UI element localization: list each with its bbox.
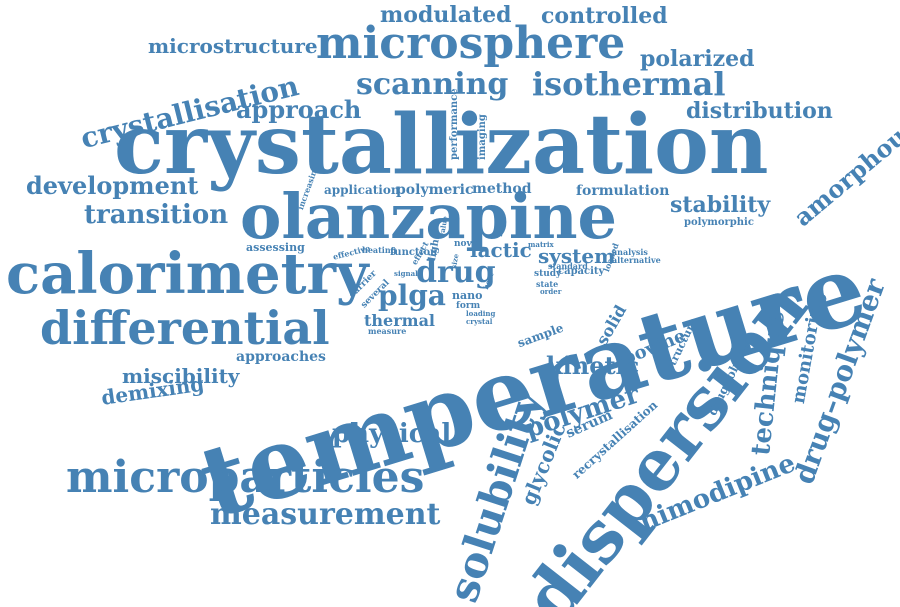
word-nano: nano [452,289,483,302]
word-polymorphic: polymorphic [684,217,754,228]
word-heating: heating [362,245,397,255]
word-controlled: controlled [541,3,668,29]
word-polymeric: polymeric [396,182,474,198]
word-olanzapine: olanzapine [240,180,617,253]
word-microsphere: microsphere [316,18,626,69]
word-loading: loading [466,309,496,318]
word-imaging: imaging [477,114,488,160]
word-calorimetry: calorimetry [6,241,369,307]
word-order: order [540,287,562,296]
word-capacity: capacity [558,266,605,277]
word-crystal: crystal [466,317,493,326]
word-amorphous: amorphous [788,112,900,232]
word-size: size [449,253,461,270]
word-microparticles: microparticles [66,452,425,503]
word-analysis: analysis [612,247,648,257]
word-study: study [534,269,562,279]
word-approach: approach [236,95,362,124]
word-function: function [390,247,438,258]
word-state: state [536,279,559,289]
word-system: system [538,244,616,268]
word-scanning: scanning [356,67,509,102]
word-physical: physical [332,419,452,449]
word-modulated: modulated [380,2,512,28]
word-isothermal: isothermal [532,65,726,103]
word-transition: transition [84,200,229,230]
word-novel: novel [454,239,481,249]
word-application: application [324,183,400,197]
word-plga: plga [378,279,446,312]
word-thermal: thermal [364,311,436,330]
word-miscibility: miscibility [122,364,240,388]
word-microstructure: microstructure [148,34,318,58]
word-assessing: assessing [246,241,305,254]
word-form: form [456,301,481,311]
word-measure: measure [368,326,407,336]
word-formulation: formulation [576,183,670,199]
word-signal: signal [394,269,418,278]
word-matrix: matrix [528,240,554,249]
word-alternative: alternative [612,255,661,265]
word-kinetic: kinetic [546,351,640,380]
word-differential: differential [40,301,330,355]
word-lactic: lactic [470,238,532,262]
word-approaches: approaches [236,349,326,365]
word-measurement: measurement [210,497,441,532]
word-method: method [472,181,532,197]
word-drug: drug [416,255,496,290]
word-performance: performance [449,88,460,160]
word-distribution: distribution [686,98,833,124]
word-development: development [26,171,199,200]
word-polarized: polarized [640,46,755,72]
word-stability: stability [670,192,771,218]
word-crystallization: crystallization [114,97,769,193]
word-standard: standard [548,261,588,271]
